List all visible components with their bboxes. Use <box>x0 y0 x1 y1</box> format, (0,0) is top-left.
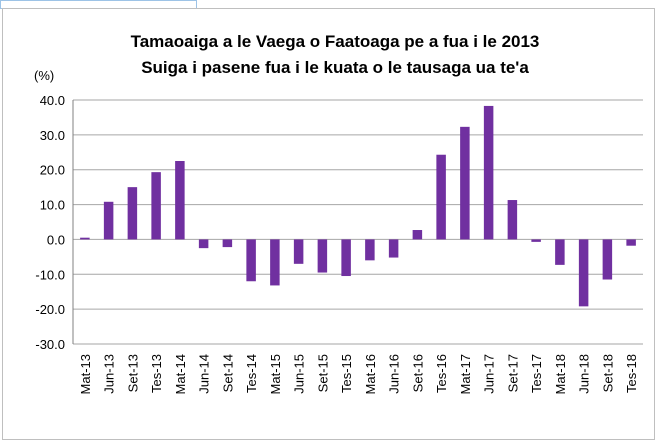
x-tick-label: Mat-17 <box>458 354 473 394</box>
x-tick-label: Set-17 <box>505 354 520 392</box>
x-tick-label: Set-14 <box>220 354 235 392</box>
bar <box>365 239 375 261</box>
x-tick-label: Set-13 <box>125 354 140 392</box>
x-tick-label: Jun-14 <box>197 354 212 394</box>
chart-border <box>2 8 655 440</box>
x-tick-label: Jun-13 <box>102 354 117 394</box>
x-tick-label: Mat-15 <box>268 354 283 394</box>
bar <box>80 237 90 240</box>
bar <box>198 239 209 249</box>
x-tick-label: Tes-13 <box>149 354 164 393</box>
y-tick-label: -30.0 <box>35 337 65 352</box>
bar <box>103 201 114 240</box>
bar <box>507 200 518 240</box>
bar <box>151 172 161 240</box>
bar <box>246 239 256 282</box>
x-tick-label: Mat-18 <box>553 354 568 394</box>
y-tick-label: 30.0 <box>40 128 65 143</box>
x-tick-label: Tes-18 <box>624 354 639 393</box>
bar <box>270 239 280 286</box>
bar <box>293 239 304 264</box>
x-tick-label: Set-16 <box>410 354 425 392</box>
chart-title: Tamaoaiga a le Vaega o Faatoaga pe a fua… <box>131 32 540 51</box>
bar <box>341 239 351 277</box>
bar <box>412 230 423 240</box>
bar <box>578 239 589 307</box>
x-tick-label: Tes-16 <box>434 354 449 393</box>
bar <box>222 239 233 248</box>
x-tick-label: Set-15 <box>315 354 330 392</box>
x-tick-label: Jun-18 <box>577 354 592 394</box>
bar <box>602 239 613 280</box>
bar <box>388 239 399 258</box>
bar <box>436 154 446 240</box>
cell-outline <box>0 0 197 9</box>
bar <box>483 105 494 240</box>
x-tick-label: Jun-16 <box>387 354 402 394</box>
bar <box>531 239 541 242</box>
y-axis-label: (%) <box>34 68 54 83</box>
bar <box>555 239 565 265</box>
y-tick-label: -20.0 <box>35 302 65 317</box>
bar <box>626 239 636 246</box>
bar <box>175 161 185 240</box>
y-tick-label: -10.0 <box>35 267 65 282</box>
x-tick-label: Tes-15 <box>339 354 354 393</box>
bar <box>460 126 470 240</box>
bar <box>317 239 328 273</box>
y-tick-label: 40.0 <box>40 93 65 108</box>
x-tick-label: Tes-17 <box>529 354 544 393</box>
x-tick-label: Jun-17 <box>482 354 497 394</box>
x-tick-label: Mat-13 <box>78 354 93 394</box>
y-tick-label: 20.0 <box>40 163 65 178</box>
chart-subtitle: Suiga i pasene fua i le kuata o le tausa… <box>141 58 529 77</box>
x-tick-label: Mat-16 <box>363 354 378 394</box>
bar <box>127 187 138 240</box>
x-tick-label: Set-18 <box>600 354 615 392</box>
x-tick-label: Tes-14 <box>244 354 259 393</box>
y-tick-label: 0.0 <box>47 232 65 247</box>
x-tick-label: Jun-15 <box>292 354 307 394</box>
x-tick-label: Mat-14 <box>173 354 188 394</box>
y-tick-label: 10.0 <box>40 198 65 213</box>
